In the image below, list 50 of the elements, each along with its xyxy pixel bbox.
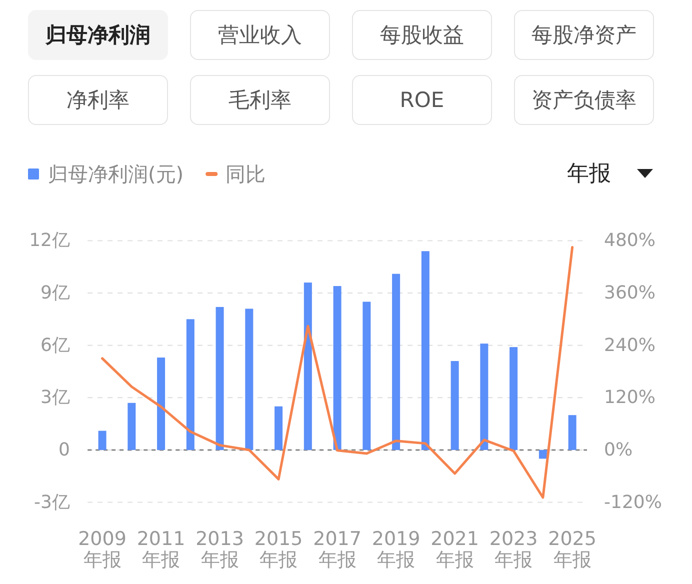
x-tick-label: 2017年报 <box>312 528 362 571</box>
bar <box>128 402 136 450</box>
x-tick-label: 2015年报 <box>253 528 304 571</box>
x-tick-label: 2013年报 <box>194 528 245 571</box>
line-series <box>101 246 574 499</box>
y-tick-label: 9亿 <box>40 282 70 304</box>
bar <box>538 450 547 459</box>
bar <box>304 282 312 450</box>
bar <box>157 358 166 450</box>
text: 年报 <box>567 162 611 186</box>
bar <box>274 406 283 450</box>
text: 净利率 <box>28 75 168 125</box>
text: 资产负债率 <box>514 75 654 125</box>
bar <box>186 319 194 450</box>
y2-tick-label: 120% <box>604 387 656 408</box>
y-tick-label: 3亿 <box>40 387 70 408</box>
x-tick-label: 2023年报 <box>488 528 539 571</box>
y2-tick-label: 360% <box>604 282 656 304</box>
y2-tick-label: 480% <box>604 230 656 252</box>
text: 营业收入 <box>190 10 330 60</box>
bar <box>333 286 342 450</box>
bar <box>450 361 459 450</box>
y2-tick-label: -120% <box>604 492 662 513</box>
y-tick-label: 6亿 <box>40 334 70 356</box>
x-tick-label: 2021年报 <box>430 528 480 571</box>
text: 归母净利润 <box>28 10 168 60</box>
text: 每股收益 <box>352 10 492 60</box>
legend-label: 同比 <box>226 162 266 186</box>
bar <box>245 308 254 450</box>
text: 毛利率 <box>190 75 330 125</box>
x-tick-label: 2009年报 <box>77 528 128 571</box>
bar <box>510 347 518 450</box>
bar <box>216 306 224 450</box>
bar <box>480 344 488 450</box>
legend-label: 归母净利润(元) <box>48 162 184 186</box>
bar <box>392 274 400 450</box>
bar <box>362 302 371 450</box>
bar <box>421 251 430 450</box>
x-tick-label: 2011年报 <box>136 528 186 571</box>
text: ROE <box>352 75 492 125</box>
x-tick-label: 2025年报 <box>547 528 598 571</box>
text: 每股净资产 <box>514 10 654 60</box>
bar <box>568 415 576 450</box>
y-tick-label: 0 <box>58 439 70 460</box>
y-tick-label: -3亿 <box>34 492 70 513</box>
bar <box>98 430 106 450</box>
y-tick-label: 12亿 <box>29 230 70 252</box>
y2-tick-label: 240% <box>604 334 656 356</box>
y2-tick-label: 0% <box>604 439 633 460</box>
x-tick-label: 2019年报 <box>370 528 422 571</box>
